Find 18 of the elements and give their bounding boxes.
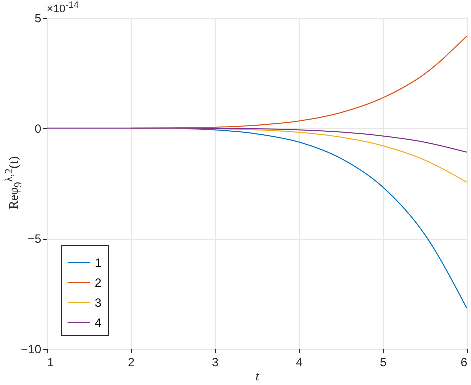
legend-label: 3 (95, 296, 102, 310)
text: ×10$^{-14}$ (47, 0, 79, 16)
x-tick-label: 1 (48, 356, 54, 370)
y-tick-label: −10 (21, 342, 42, 356)
y-tick-label: 0 (34, 122, 42, 136)
legend-label: 1 (95, 256, 102, 270)
x-tick-label: 4 (296, 356, 304, 370)
x-tick-label: 2 (128, 356, 136, 370)
legend-label: 4 (95, 316, 102, 330)
x-tick-label: 6 (460, 356, 468, 370)
x-tick-label: 5 (380, 356, 388, 370)
x-axis-title: t (256, 368, 260, 384)
x-tick-label: 3 (212, 356, 220, 370)
y-tick-label: −5 (28, 232, 42, 246)
line-series (172, 128, 468, 309)
line-series (46, 128, 468, 153)
legend-label: 2 (95, 276, 102, 290)
y-tick-label: 5 (34, 12, 42, 26)
